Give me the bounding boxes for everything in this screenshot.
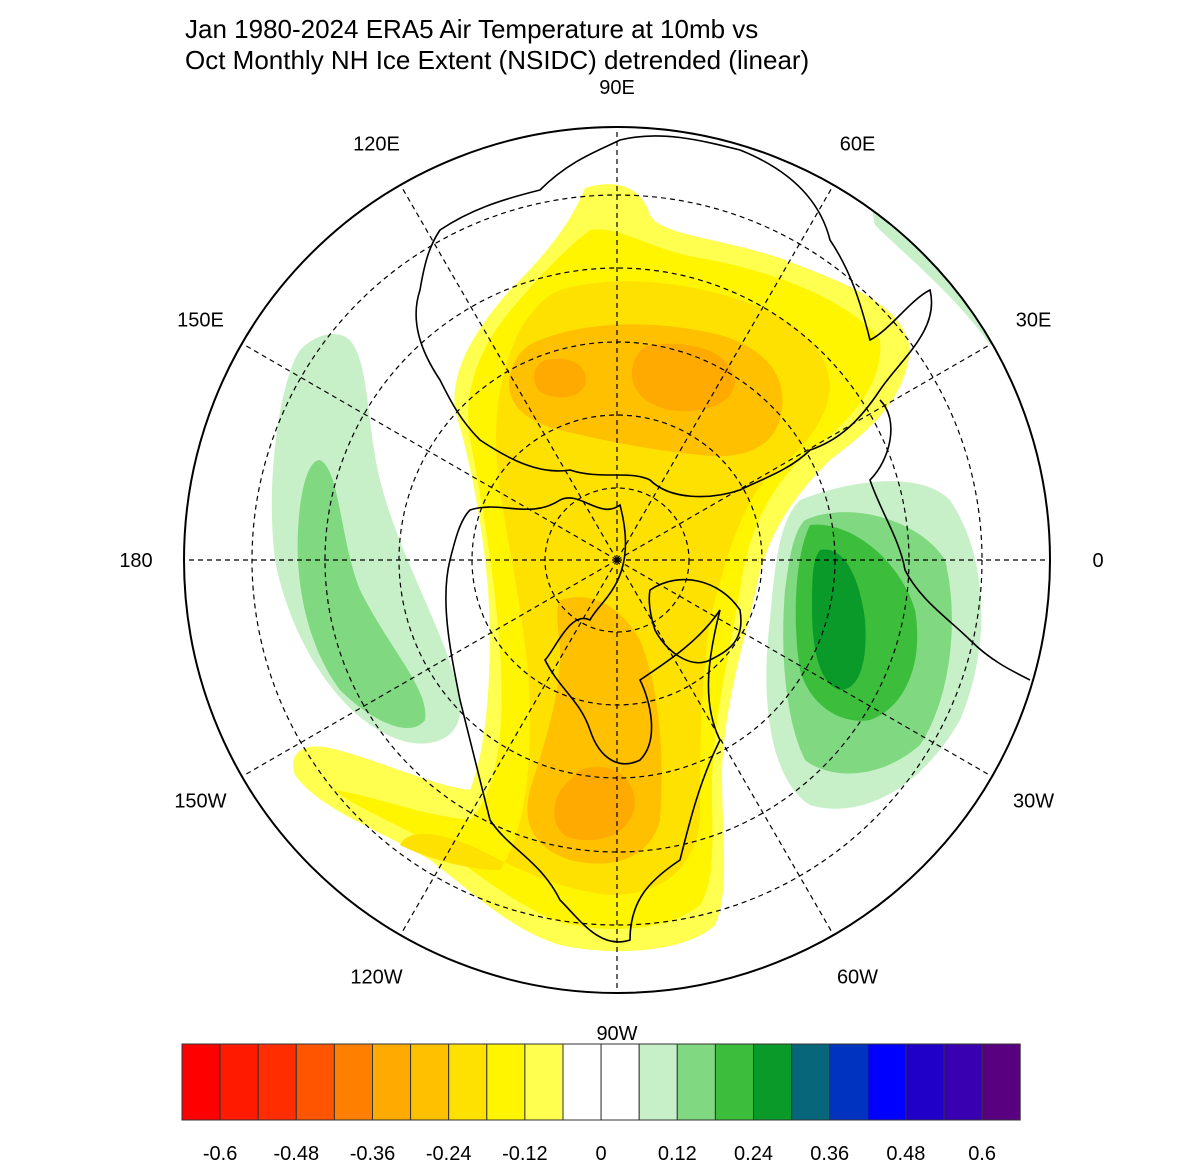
green-darkest-region-east: [812, 549, 866, 690]
colorbar-swatch: [638, 1043, 678, 1121]
longitude-label: 180: [119, 550, 152, 572]
longitude-label: 30W: [1013, 791, 1054, 813]
chart-title-line-1: Jan 1980-2024 ERA5 Air Temperature at 10…: [185, 14, 759, 44]
longitude-labels: 90E 60E 30E 0 30W 60W 90W 120W 150W 180 150E 120E: [119, 77, 1103, 1045]
colorbar-swatch: [295, 1043, 335, 1121]
orange-strong-region-north-2: [533, 358, 586, 398]
colorbar-tick-label: -0.12: [502, 1143, 548, 1165]
colorbar-tick-label: -0.36: [350, 1143, 396, 1165]
colorbar-swatch: [257, 1043, 297, 1121]
meridian-line: [241, 559, 618, 778]
colorbar-swatch: [562, 1043, 602, 1121]
colorbar-tick-label: 0.6: [968, 1143, 996, 1165]
colorbar-swatch: [753, 1043, 793, 1121]
eurasia-coastline: [415, 135, 933, 498]
colorbar-tick-label: 0.24: [734, 1143, 773, 1165]
colorbar: -0.6 -0.48 -0.36 -0.24 -0.12 0 0.12 0.24 0.36 0.4…: [181, 1043, 1021, 1165]
colorbar-swatch: [829, 1043, 869, 1121]
green-mid-region-west: [297, 460, 426, 729]
longitude-label: 120W: [350, 967, 402, 989]
colorbar-tick-label: 0.12: [658, 1143, 697, 1165]
colorbar-swatch: [714, 1043, 755, 1121]
colorbar-swatch: [791, 1043, 831, 1121]
colorbar-swatch: [524, 1043, 564, 1121]
longitude-label: 90E: [599, 77, 635, 99]
coastlines: [415, 135, 1031, 943]
green-light-region-ne: [870, 200, 1000, 345]
colorbar-swatch: [981, 1043, 1021, 1121]
colorbar-swatch: [181, 1043, 221, 1121]
meridian-line: [399, 184, 618, 561]
colorbar-swatch: [372, 1043, 412, 1121]
graticule: [184, 127, 1050, 993]
longitude-label: 60E: [840, 133, 876, 155]
colorbar-tick-label: -0.48: [274, 1143, 320, 1165]
orange-strong-region-north: [631, 343, 735, 412]
meridian-line: [241, 342, 618, 561]
chart-title-line-2: Oct Monthly NH Ice Extent (NSIDC) detren…: [185, 45, 810, 75]
greenland-coastline: [648, 578, 742, 664]
longitude-label: 150E: [177, 310, 224, 332]
longitude-label: 30E: [1016, 310, 1052, 332]
colorbar-swatch: [600, 1043, 640, 1121]
colorbar-swatch: [943, 1043, 983, 1121]
longitude-label: 90W: [596, 1023, 637, 1045]
orange-strong-region-south: [554, 766, 635, 841]
longitude-label: 120E: [353, 133, 400, 155]
meridian-line: [399, 559, 618, 936]
colorbar-swatch: [676, 1043, 716, 1121]
colorbar-swatch: [448, 1043, 488, 1121]
europe-africa-coastline: [869, 399, 1031, 681]
colorbar-tick-label: -0.6: [203, 1143, 237, 1165]
colorbar-swatch: [219, 1043, 259, 1121]
meridian-line: [616, 559, 993, 778]
colorbar-swatch: [486, 1043, 526, 1121]
colorbar-tick-label: 0.36: [810, 1143, 849, 1165]
map-boundary: [183, 126, 1051, 994]
longitude-label: 0: [1092, 550, 1103, 572]
longitude-label: 150W: [174, 791, 226, 813]
north-america-coastline: [445, 497, 721, 943]
colorbar-tick-label: -0.24: [426, 1143, 472, 1165]
colorbar-swatch: [905, 1043, 945, 1121]
colorbar-swatch: [410, 1043, 450, 1121]
meridian-line: [616, 184, 835, 561]
longitude-label: 60W: [837, 967, 878, 989]
colorbar-swatch: [333, 1043, 373, 1121]
colorbar-tick-label: 0: [596, 1143, 607, 1165]
correlation-fill: [271, 184, 1000, 952]
colorbar-tick-label: 0.48: [886, 1143, 925, 1165]
meridian-line: [616, 342, 993, 561]
colorbar-swatch: [867, 1043, 907, 1121]
